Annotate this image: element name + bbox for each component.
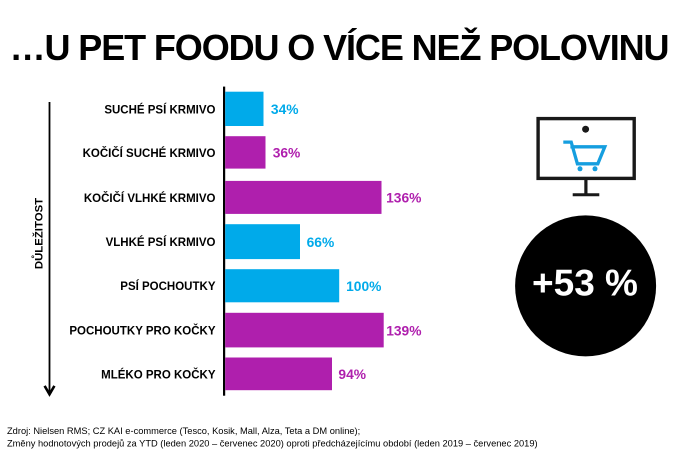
svg-text:136%: 136%: [386, 191, 421, 206]
svg-text:66%: 66%: [307, 235, 335, 250]
svg-text:34%: 34%: [271, 102, 299, 117]
svg-text:POCHOUTKY PRO KOČKY: POCHOUTKY PRO KOČKY: [69, 325, 215, 338]
svg-text:100%: 100%: [346, 279, 381, 294]
svg-text:Změny hodnotových prodejů za Y: Změny hodnotových prodejů za YTD (leden …: [7, 439, 538, 449]
svg-text:PSÍ POCHOUTKY: PSÍ POCHOUTKY: [120, 280, 216, 293]
svg-text:+53 %: +53 %: [532, 263, 638, 304]
svg-text:MLÉKO PRO KOČKY: MLÉKO PRO KOČKY: [101, 368, 216, 381]
svg-text:DŮLEŽITOST: DŮLEŽITOST: [31, 198, 45, 269]
svg-text:94%: 94%: [338, 367, 366, 382]
svg-text:139%: 139%: [386, 323, 421, 338]
svg-text:KOČIČÍ VLHKÉ KRMIVO: KOČIČÍ VLHKÉ KRMIVO: [84, 192, 216, 205]
svg-text:KOČIČÍ SUCHÉ KRMIVO: KOČIČÍ SUCHÉ KRMIVO: [83, 147, 216, 160]
svg-text:…U PET FOODU O VÍCE NEŽ POLOVI: …U PET FOODU O VÍCE NEŽ POLOVINU: [10, 26, 669, 68]
svg-text:VLHKÉ PSÍ KRMIVO: VLHKÉ PSÍ KRMIVO: [106, 236, 216, 249]
svg-text:SUCHÉ PSÍ KRMIVO: SUCHÉ PSÍ KRMIVO: [104, 103, 215, 116]
svg-text:36%: 36%: [273, 146, 301, 161]
svg-text:Zdroj: Nielsen RMS; CZ KAI e-c: Zdroj: Nielsen RMS; CZ KAI e-commerce (T…: [7, 426, 360, 436]
